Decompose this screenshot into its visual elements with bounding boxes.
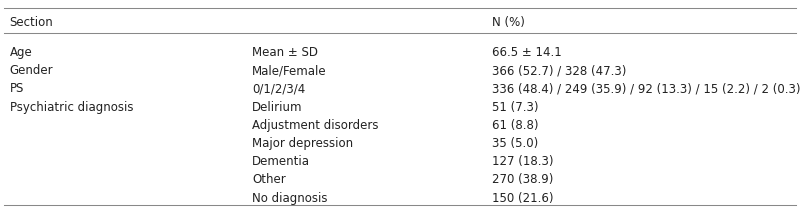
Text: 336 (48.4) / 249 (35.9) / 92 (13.3) / 15 (2.2) / 2 (0.3): 336 (48.4) / 249 (35.9) / 92 (13.3) / 15… (492, 82, 800, 95)
Text: 270 (38.9): 270 (38.9) (492, 173, 554, 186)
Text: Delirium: Delirium (252, 101, 302, 114)
Text: 66.5 ± 14.1: 66.5 ± 14.1 (492, 46, 562, 59)
Text: Section: Section (10, 16, 54, 29)
Text: 127 (18.3): 127 (18.3) (492, 155, 554, 168)
Text: N (%): N (%) (492, 16, 525, 29)
Text: PS: PS (10, 82, 24, 95)
Text: No diagnosis: No diagnosis (252, 192, 327, 205)
Text: 51 (7.3): 51 (7.3) (492, 101, 538, 114)
Text: 0/1/2/3/4: 0/1/2/3/4 (252, 82, 306, 95)
Text: 366 (52.7) / 328 (47.3): 366 (52.7) / 328 (47.3) (492, 64, 626, 77)
Text: Adjustment disorders: Adjustment disorders (252, 119, 378, 132)
Text: Male/Female: Male/Female (252, 64, 326, 77)
Text: Major depression: Major depression (252, 137, 353, 150)
Text: 61 (8.8): 61 (8.8) (492, 119, 538, 132)
Text: 150 (21.6): 150 (21.6) (492, 192, 554, 205)
Text: Gender: Gender (10, 64, 54, 77)
Text: Other: Other (252, 173, 286, 186)
Text: Mean ± SD: Mean ± SD (252, 46, 318, 59)
Text: Age: Age (10, 46, 32, 59)
Text: 35 (5.0): 35 (5.0) (492, 137, 538, 150)
Text: Dementia: Dementia (252, 155, 310, 168)
Text: Psychiatric diagnosis: Psychiatric diagnosis (10, 101, 133, 114)
